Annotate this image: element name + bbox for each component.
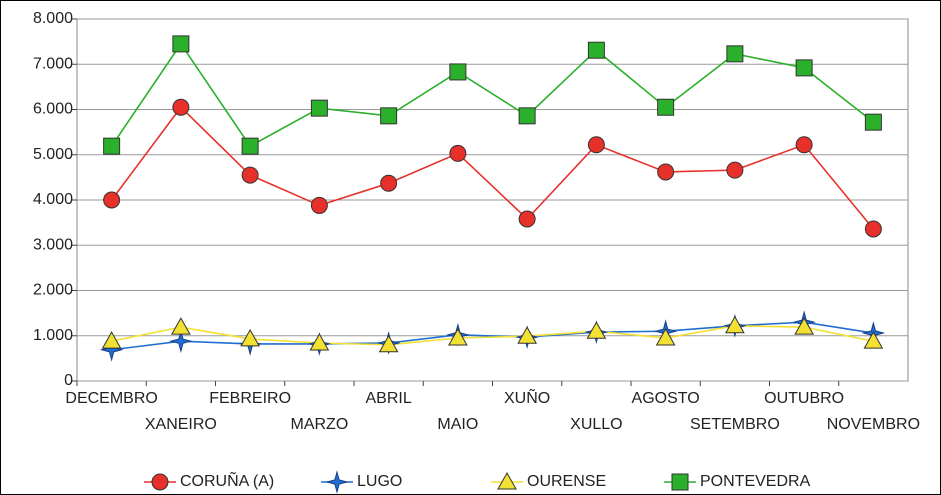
x-tick-label: SETEMBRO: [690, 416, 780, 433]
series-line: [111, 324, 874, 346]
marker: [726, 45, 744, 63]
marker: [655, 327, 676, 346]
series-line: [110, 42, 874, 148]
marker: [378, 334, 399, 353]
marker: [795, 59, 813, 77]
marker: [795, 136, 813, 154]
marker: [171, 317, 191, 335]
x-tick-label: MAIO: [437, 416, 478, 433]
marker: [864, 220, 882, 238]
marker: [103, 137, 121, 155]
series-line: [110, 106, 874, 230]
marker: [103, 191, 121, 209]
legend-label: PONTEVEDRA: [700, 473, 811, 490]
marker: [518, 210, 536, 228]
y-tick-label: 7.000: [33, 55, 73, 72]
marker: [241, 166, 259, 184]
y-tick-label: 1.000: [33, 327, 73, 344]
y-tick-label: 4.000: [33, 191, 73, 208]
legend-marker: [151, 473, 169, 491]
marker: [586, 321, 607, 339]
y-tick-label: 2.000: [33, 282, 73, 299]
marker: [657, 98, 675, 116]
marker: [240, 328, 260, 347]
marker: [168, 329, 193, 354]
marker: [380, 107, 398, 125]
marker: [449, 63, 467, 81]
marker: [794, 317, 814, 335]
y-tick-label: 0: [64, 372, 73, 389]
marker: [310, 196, 328, 214]
x-tick-label: AGOSTO: [632, 390, 700, 407]
x-tick-label: OUTUBRO: [764, 390, 844, 407]
x-tick-label: FEBREIRO: [209, 390, 291, 407]
y-tick-label: 3.000: [33, 236, 73, 253]
x-tick-label: DECEMBRO: [65, 390, 157, 407]
x-tick-label: XULLO: [570, 416, 622, 433]
legend-marker: [325, 470, 349, 494]
marker: [101, 331, 122, 349]
marker: [309, 332, 330, 351]
series-line: [111, 321, 874, 351]
marker: [380, 174, 398, 192]
legend-marker: [671, 473, 689, 491]
legend-label: CORUÑA (A): [180, 470, 274, 490]
marker: [517, 326, 537, 344]
legend-label: LUGO: [357, 473, 402, 490]
x-tick-label: MARZO: [290, 416, 348, 433]
marker: [587, 136, 605, 154]
marker: [725, 315, 745, 334]
marker: [449, 144, 467, 162]
x-tick-label: XUÑO: [504, 387, 550, 407]
marker: [863, 331, 884, 349]
x-tick-label: NOVEMBRO: [827, 416, 920, 433]
marker: [172, 35, 190, 53]
x-tick-label: XANEIRO: [145, 416, 217, 433]
marker: [587, 41, 605, 59]
marker: [310, 99, 328, 117]
legend-marker: [497, 471, 517, 490]
y-tick-label: 8.000: [33, 10, 73, 27]
marker: [448, 327, 468, 346]
y-tick-label: 6.000: [33, 101, 73, 118]
marker: [172, 98, 190, 116]
marker: [518, 107, 536, 125]
x-tick-label: ABRIL: [366, 390, 412, 407]
y-tick-label: 5.000: [33, 146, 73, 163]
marker: [241, 137, 259, 155]
marker: [864, 113, 882, 131]
marker: [726, 161, 744, 179]
marker: [657, 163, 675, 181]
legend-label: OURENSE: [527, 473, 606, 490]
